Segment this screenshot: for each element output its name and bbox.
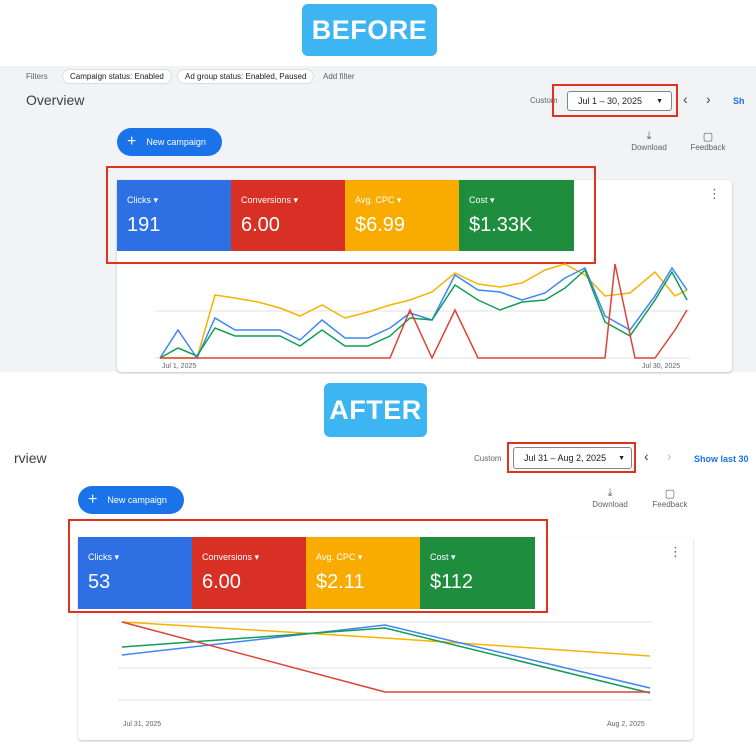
metric-value: $1.33K (469, 214, 533, 236)
menu[interactable]: ⋮ (669, 544, 682, 559)
x-start-label: Jul 31, 2025 (123, 721, 162, 728)
date-picker[interactable]: Jul 1 – 30, 2025 ▼ (567, 91, 672, 111)
new-campaign-button[interactable]: + New campaign (78, 486, 184, 514)
metric-tile[interactable]: Conversions ▾ 6.00 (231, 180, 345, 251)
metric-name: Clicks ▾ (127, 195, 159, 205)
line (121, 627, 651, 694)
show-link[interactable]: Show last 30 (694, 454, 749, 464)
metric-value: $6.99 (355, 214, 406, 236)
show-link[interactable]: Sh (733, 96, 745, 106)
next-arrow[interactable]: › (706, 91, 711, 107)
date-picker[interactable]: Jul 31 – Aug 2, 2025 ▼ (513, 447, 632, 469)
button-label: New campaign (146, 137, 206, 147)
metric-value: 6.00 (202, 571, 241, 593)
feedback-label: Feedback (690, 143, 726, 152)
metric-name: Cost ▾ (469, 195, 495, 205)
highlight (507, 442, 636, 473)
x-end-label: Aug 2, 2025 (607, 721, 645, 728)
line (159, 266, 688, 360)
date-label: Custom (474, 454, 502, 463)
after-lines (118, 621, 652, 701)
metric-tile[interactable]: Cost ▾ $112 (420, 537, 535, 609)
download[interactable]: ⤓ Download (631, 130, 667, 152)
metric-name: Cost ▾ (430, 552, 456, 562)
metric-value: 6.00 (241, 214, 280, 236)
filter-chip[interactable]: Ad group status: Enabled, Paused (177, 69, 315, 84)
download-label: Download (592, 500, 628, 509)
metric-value: 191 (127, 214, 161, 236)
line (160, 263, 688, 360)
date-range: Jul 31 – Aug 2, 2025 (524, 453, 607, 463)
filters-label: Filters (26, 72, 48, 81)
line (160, 263, 688, 359)
x-end-label: Jul 30, 2025 (642, 363, 681, 370)
metric-name: Conversions ▾ (241, 195, 299, 205)
feedback-label: Feedback (652, 500, 688, 509)
metric-name: Clicks ▾ (88, 552, 120, 562)
download-label: Download (631, 143, 667, 152)
line (159, 268, 688, 359)
feedback[interactable]: ▢ Feedback (688, 130, 728, 152)
highlight (68, 519, 548, 613)
date-label: Custom (530, 96, 558, 105)
add-filter[interactable]: Add filter (323, 72, 355, 81)
metric-value: 53 (88, 571, 111, 593)
next-arrow[interactable]: › (667, 448, 672, 464)
metric-value: $2.11 (316, 571, 365, 593)
metric-tile[interactable]: Avg. CPC ▾ $2.11 (306, 537, 420, 609)
metric-tile[interactable]: Conversions ▾ 6.00 (192, 537, 306, 609)
line (121, 621, 651, 657)
prev-arrow[interactable]: ‹ (683, 91, 688, 107)
overview-title: Overview (26, 92, 85, 108)
x-start-label: Jul 1, 2025 (162, 363, 197, 370)
highlight (552, 84, 678, 117)
badge: AFTER (324, 383, 427, 437)
metric-name: Avg. CPC ▾ (316, 552, 363, 562)
feedback[interactable]: ▢ Feedback (650, 487, 690, 509)
new-campaign-button[interactable]: + New campaign (117, 128, 222, 156)
badge: BEFORE (302, 4, 437, 56)
line (121, 624, 651, 689)
metric-value: $112 (430, 571, 474, 593)
metric-tile[interactable]: Avg. CPC ▾ $6.99 (345, 180, 459, 251)
metric-tile[interactable]: Cost ▾ $1.33K (459, 180, 574, 251)
before-lines (155, 263, 690, 360)
button-label: New campaign (107, 495, 167, 505)
metric-tile[interactable]: Clicks ▾ 191 (117, 180, 231, 251)
download[interactable]: ⤓ Download (592, 487, 628, 509)
overview-title: rview (14, 450, 47, 466)
prev-arrow[interactable]: ‹ (644, 448, 649, 464)
menu[interactable]: ⋮ (708, 186, 721, 201)
date-range: Jul 1 – 30, 2025 (578, 96, 643, 106)
metric-name: Avg. CPC ▾ (355, 195, 402, 205)
metric-tile[interactable]: Clicks ▾ 53 (78, 537, 192, 609)
line (121, 621, 650, 693)
metric-name: Conversions ▾ (202, 552, 260, 562)
highlight (106, 166, 596, 264)
filter-chip[interactable]: Campaign status: Enabled (62, 69, 172, 84)
